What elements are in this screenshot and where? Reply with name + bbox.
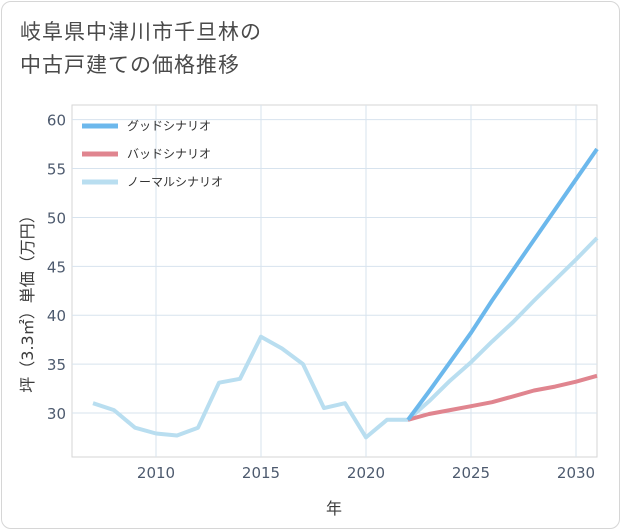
x-axis-label: 年 bbox=[326, 499, 342, 518]
y-tick-label: 55 bbox=[47, 161, 66, 179]
y-tick-label: 30 bbox=[47, 405, 66, 423]
series-lines bbox=[92, 147, 599, 440]
x-tick-label: 2015 bbox=[242, 464, 280, 482]
chart-title-line-2: 中古戸建ての価格推移 bbox=[20, 53, 240, 77]
legend-label-good: グッドシナリオ bbox=[127, 119, 211, 133]
y-tick-label: 35 bbox=[47, 356, 66, 374]
x-tick-label: 2020 bbox=[347, 464, 385, 482]
y-tick-label: 40 bbox=[47, 307, 66, 325]
y-tick-labels: 30 35 40 45 50 55 60 bbox=[47, 112, 66, 423]
x-tick-labels: 2010 2015 2020 2025 2030 bbox=[137, 464, 595, 482]
chart-title-line-1: 岐阜県中津川市千旦林の bbox=[20, 20, 262, 44]
legend-label-normal: ノーマルシナリオ bbox=[127, 175, 223, 189]
y-tick-label: 50 bbox=[47, 209, 66, 227]
y-axis-label: 坪（3.3㎡）単価（万円） bbox=[18, 207, 37, 392]
x-tick-label: 2025 bbox=[452, 464, 490, 482]
series-line-good bbox=[406, 147, 599, 421]
x-tick-label: 2010 bbox=[137, 464, 175, 482]
y-tick-label: 45 bbox=[47, 258, 66, 276]
legend-label-bad: バッドシナリオ bbox=[127, 147, 211, 161]
series-line-bad bbox=[407, 373, 598, 422]
x-tick-label: 2030 bbox=[557, 464, 595, 482]
chart-title: 岐阜県中津川市千旦林の 中古戸建ての価格推移 bbox=[20, 16, 262, 82]
y-tick-label: 60 bbox=[47, 112, 66, 130]
grid-lines bbox=[72, 105, 597, 457]
series-line-normal bbox=[92, 236, 599, 440]
